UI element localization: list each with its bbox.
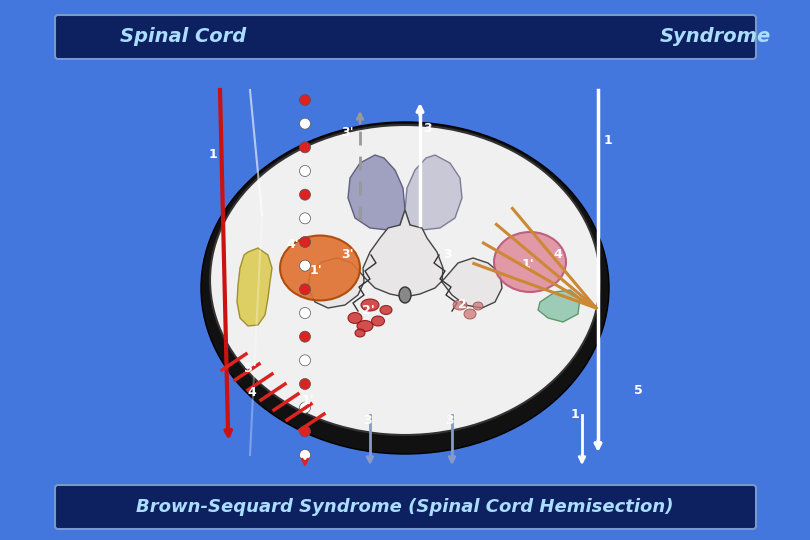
Circle shape [300,426,310,437]
Text: 1: 1 [209,148,217,161]
Circle shape [300,284,310,295]
Text: 3': 3' [342,248,354,261]
Circle shape [300,307,310,319]
Ellipse shape [357,321,373,332]
Circle shape [300,142,310,153]
Ellipse shape [380,306,392,314]
Text: 1': 1' [522,258,535,271]
Polygon shape [237,248,272,326]
Text: 4': 4' [287,239,300,252]
Text: 3': 3' [342,125,354,138]
Text: 2: 2 [458,299,467,312]
Text: 3: 3 [364,414,373,427]
Circle shape [300,94,310,105]
Circle shape [300,449,310,461]
Circle shape [300,355,310,366]
Ellipse shape [372,316,385,326]
Circle shape [300,213,310,224]
Ellipse shape [280,235,360,300]
Text: 4: 4 [248,387,257,400]
Polygon shape [405,155,462,230]
Ellipse shape [399,287,411,303]
Text: 1': 1' [301,394,314,407]
Ellipse shape [464,309,476,319]
Ellipse shape [348,313,362,323]
Circle shape [300,237,310,247]
Text: 1': 1' [309,264,322,276]
Text: 2': 2' [361,303,374,316]
Text: Syndrome: Syndrome [660,28,771,46]
Text: 5': 5' [244,361,257,375]
Ellipse shape [473,302,483,310]
Circle shape [300,189,310,200]
Circle shape [300,379,310,389]
Ellipse shape [210,125,600,435]
Circle shape [300,118,310,129]
Ellipse shape [201,122,609,454]
FancyBboxPatch shape [55,15,756,59]
Text: Brown-Sequard Syndrome (Spinal Cord Hemisection): Brown-Sequard Syndrome (Spinal Cord Hemi… [136,498,674,516]
Circle shape [300,260,310,271]
Ellipse shape [453,300,467,310]
Text: Spinal Cord: Spinal Cord [120,28,246,46]
FancyBboxPatch shape [55,485,756,529]
Ellipse shape [355,329,365,337]
Circle shape [300,331,310,342]
Circle shape [300,165,310,177]
Polygon shape [348,155,405,230]
Polygon shape [538,290,580,322]
Text: 3: 3 [424,122,433,134]
Text: 1: 1 [570,408,579,422]
Ellipse shape [361,299,379,311]
Ellipse shape [494,232,566,292]
Text: 1: 1 [603,133,612,146]
Text: 3: 3 [444,248,452,261]
Polygon shape [308,210,502,308]
Circle shape [300,402,310,413]
Text: 3: 3 [446,414,454,427]
Text: 5: 5 [633,383,642,396]
Text: 4: 4 [553,248,562,261]
